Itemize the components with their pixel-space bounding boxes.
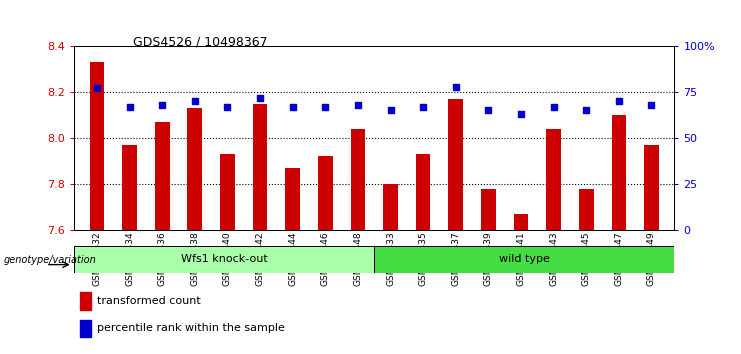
Point — [189, 98, 201, 104]
Bar — [253, 103, 268, 230]
Bar — [644, 145, 659, 230]
Point — [613, 98, 625, 104]
Point — [222, 104, 233, 110]
Bar — [318, 156, 333, 230]
Bar — [187, 108, 202, 230]
Bar — [220, 154, 235, 230]
Bar — [350, 129, 365, 230]
Point — [124, 104, 136, 110]
Bar — [90, 62, 104, 230]
Text: wild type: wild type — [499, 254, 550, 264]
Point — [580, 108, 592, 113]
Text: transformed count: transformed count — [97, 296, 201, 306]
Bar — [383, 184, 398, 230]
Text: genotype/variation: genotype/variation — [4, 255, 96, 265]
Bar — [80, 292, 91, 310]
Bar — [579, 189, 594, 230]
Bar — [155, 122, 170, 230]
Point — [645, 102, 657, 108]
Point — [91, 86, 103, 91]
Point — [515, 111, 527, 117]
Point — [548, 104, 559, 110]
Text: percentile rank within the sample: percentile rank within the sample — [97, 324, 285, 333]
Bar — [374, 246, 674, 273]
Bar — [448, 99, 463, 230]
Bar — [611, 115, 626, 230]
Bar — [546, 129, 561, 230]
Text: GDS4526 / 10498367: GDS4526 / 10498367 — [133, 35, 268, 48]
Bar — [80, 320, 91, 337]
Point — [287, 104, 299, 110]
Point — [352, 102, 364, 108]
Text: Wfs1 knock-out: Wfs1 knock-out — [181, 254, 268, 264]
Point — [450, 84, 462, 89]
Bar — [74, 246, 374, 273]
Bar — [285, 168, 300, 230]
Point — [482, 108, 494, 113]
Bar — [481, 189, 496, 230]
Point — [156, 102, 168, 108]
Bar — [514, 214, 528, 230]
Bar — [416, 154, 431, 230]
Point — [417, 104, 429, 110]
Point — [254, 95, 266, 101]
Point — [319, 104, 331, 110]
Point — [385, 108, 396, 113]
Bar — [122, 145, 137, 230]
